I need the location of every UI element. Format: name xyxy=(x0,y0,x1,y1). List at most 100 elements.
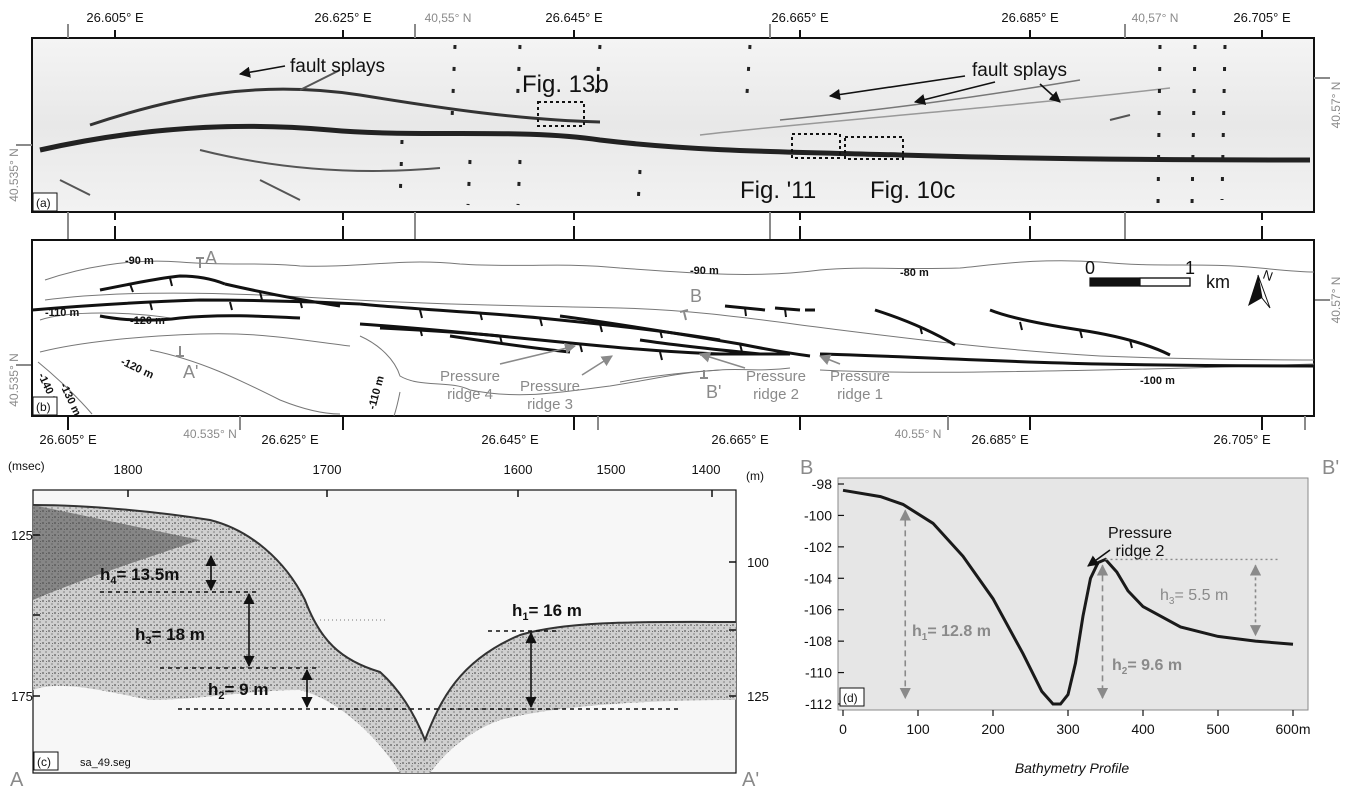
ridge-3-line2: ridge 3 xyxy=(527,396,573,413)
x-tick-label: 500 xyxy=(1206,721,1230,737)
panel-c-end-A: A xyxy=(10,769,24,787)
h4-label: h4= 13.5m xyxy=(100,565,179,587)
ridge-arrows xyxy=(499,342,841,376)
ridge-2-line1: Pressure xyxy=(746,368,806,385)
panel-c: (msec) (m) 1800 1700 1600 1500 1400 h4= … xyxy=(8,459,769,791)
panel-d-end-B: B xyxy=(800,457,813,479)
panel-c-right-tick: 125 xyxy=(747,689,769,704)
thickness-arrows xyxy=(205,554,537,709)
panel-c-top-tick: 1600 xyxy=(504,462,533,477)
fault-splay-trace xyxy=(89,87,601,127)
d-h1-label: h1= 12.8 m xyxy=(912,623,991,643)
bottom-lon-label: 26.705° E xyxy=(1213,432,1271,447)
top-lon-label: 26.685° E xyxy=(1001,10,1059,25)
ridge-label-arrow xyxy=(1087,549,1111,567)
bottom-lat-label: 40.535° N xyxy=(183,427,237,441)
panel-a: fault splays Fig. 13b fault splays Fig. … xyxy=(31,37,1315,213)
panel-b-tag-box xyxy=(32,396,58,416)
bottom-axis: 26.605° E 26.625° E 26.645° E 26.665° E … xyxy=(39,427,1271,447)
y-tick-label: -110 xyxy=(805,665,832,681)
y-tick-label: -106 xyxy=(804,602,832,618)
y-tick-label: -112 xyxy=(805,696,832,712)
ridge-label-line1: Pressure xyxy=(1108,525,1172,542)
contour-label: -100 m xyxy=(1140,375,1175,387)
panel-c-top-tick-end: 1400 xyxy=(692,462,721,477)
panel-c-left-tick: 175 xyxy=(11,689,33,704)
top-lon-label: 26.665° E xyxy=(771,10,829,25)
contour-label: -90 m xyxy=(690,265,719,277)
h2-label: h2= 9 m xyxy=(208,680,268,702)
ticks-b-bottom-gray xyxy=(239,416,1306,430)
profile-end-A-prime: A' xyxy=(183,362,198,382)
scale-one: 1 xyxy=(1185,258,1195,278)
top-lon-label: 26.605° E xyxy=(86,10,144,25)
fault-splays-arrow xyxy=(913,81,996,105)
y-tick-label: -98 xyxy=(812,476,832,492)
survey-tracks xyxy=(398,44,1227,206)
panel-c-tick-marks xyxy=(33,490,736,697)
panel-d: B B' -98 -100 -102 -104 -106 -108 -110 -112 0 10… xyxy=(800,457,1339,776)
fault-splays-arrow xyxy=(1039,83,1061,103)
ridge-label-line2: ridge 2 xyxy=(1116,543,1165,560)
bottom-lon-label: 26.685° E xyxy=(971,432,1029,447)
panel-b: A A' B B' -90 m -90 m -80 m -110 m -120 … xyxy=(31,239,1315,418)
bottom-lat-label: 40.55° N xyxy=(895,427,942,441)
fault-splays-label: fault splays xyxy=(290,56,385,77)
top-axis: 26.605° E 26.625° E 26.645° E 26.665° E … xyxy=(86,10,1291,25)
ridge-4-line2: ridge 4 xyxy=(447,386,493,403)
panel-c-right-tick: 100 xyxy=(747,555,769,570)
y-tick-label: -104 xyxy=(804,570,832,586)
fig11-box xyxy=(791,133,841,159)
y-axis: -98 -100 -102 -104 -106 -108 -110 -112 xyxy=(804,476,844,712)
bottom-lon-label: 26.605° E xyxy=(39,432,97,447)
top-lon-label: 26.645° E xyxy=(545,10,603,25)
panel-c-top-tick: 1800 xyxy=(114,462,143,477)
x-tick-label: 100 xyxy=(906,721,930,737)
profile-end-A: A xyxy=(205,248,217,268)
chart-annotations xyxy=(899,509,1278,700)
fault-splay-trace xyxy=(699,87,1171,136)
scale-bar: 0 1 km xyxy=(1085,258,1230,292)
fault-splays-arrow xyxy=(828,75,966,101)
bottom-lon-label: 26.645° E xyxy=(481,432,539,447)
seismic-dark-zone xyxy=(33,505,200,600)
panel-c-top-tick: 1500 xyxy=(597,462,626,477)
ticks-a-b-gray xyxy=(16,24,1330,366)
top-lat-label: 40,57° N xyxy=(1132,11,1179,25)
panel-c-left-tick: 125 xyxy=(11,528,33,543)
left-lat-label: 40.535° N xyxy=(7,148,21,202)
panel-d-tag-box xyxy=(839,687,865,707)
panel-d-tag: (d) xyxy=(843,691,858,705)
panel-b-frame xyxy=(31,239,1315,417)
contour-label: -120 m xyxy=(130,315,165,327)
right-lat-label: 40.57° N xyxy=(1329,277,1343,324)
d-h3-label: h3= 5.5 m xyxy=(1160,587,1228,607)
profile-end-B-prime: B' xyxy=(706,382,721,402)
fault-splays-arrow xyxy=(238,65,286,78)
fault-splays-label: fault splays xyxy=(972,60,1067,81)
fig13b-label: Fig. 13b xyxy=(522,71,609,98)
x-axis-title: Bathymetry Profile xyxy=(1015,760,1130,776)
top-lat-label: 40,55° N xyxy=(425,11,472,25)
level-lines xyxy=(100,591,682,710)
main-fault-trace xyxy=(39,123,1311,163)
fig10c-box xyxy=(844,136,904,160)
x-tick-label: 600m xyxy=(1275,721,1310,737)
x-tick-label: 200 xyxy=(981,721,1005,737)
contour-label: -90 m xyxy=(125,255,154,267)
fig10c-label: Fig. 10c xyxy=(870,177,955,204)
left-lat-label: 40.535° N xyxy=(7,353,21,407)
fault-splay-trace xyxy=(199,149,441,172)
panel-c-right-unit: (m) xyxy=(746,469,764,483)
y-tick-label: -102 xyxy=(804,539,832,555)
panel-c-top-tick: 1700 xyxy=(313,462,342,477)
d-h2-label: h2= 9.6 m xyxy=(1112,657,1182,677)
fig11-label: Fig. '11 xyxy=(740,177,816,204)
panel-c-end-A-prime: A' xyxy=(742,769,759,787)
relief-texture xyxy=(59,69,1131,201)
profile-end-B: B xyxy=(690,286,702,306)
scale-zero: 0 xyxy=(1085,258,1095,278)
y-tick-label: -100 xyxy=(804,507,832,523)
